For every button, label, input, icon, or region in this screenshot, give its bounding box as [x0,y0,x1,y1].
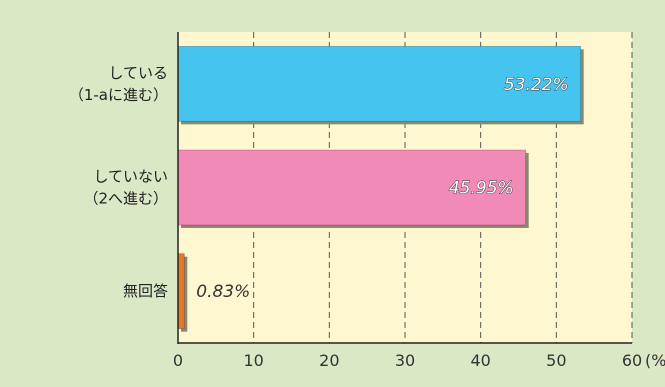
x-tick-label: 20 [319,351,339,370]
axes [177,32,632,344]
category-label: している [108,64,168,82]
x-tick-label: 10 [243,351,263,370]
x-tick-label: 0 [173,351,183,370]
x-tick-label: 30 [395,351,415,370]
category-label: （1-aに進む） [69,86,168,104]
x-tick-label: 40 [470,351,490,370]
bar-value-label: 0.83% [196,282,250,302]
bar [177,149,527,226]
category-label: していない [93,168,168,186]
category-label: （2へ進む） [83,190,168,208]
x-tick-label: 50 [546,351,566,370]
bar [177,45,582,122]
bars: 53.22% 45.95% 0.83% [177,45,584,332]
x-unit-label: (%) [645,351,665,370]
bar [177,253,185,330]
x-tick-label: 60 [622,351,642,370]
x-tick-labels: 0 10 20 30 40 50 60(%) [173,351,665,370]
bar-value-label: 45.95% [449,179,514,199]
category-labels: している （1-aに進む） していない （2へ進む） 無回答 [69,64,168,300]
category-label: 無回答 [123,282,168,300]
bar-value-label: 53.22% [504,75,569,95]
